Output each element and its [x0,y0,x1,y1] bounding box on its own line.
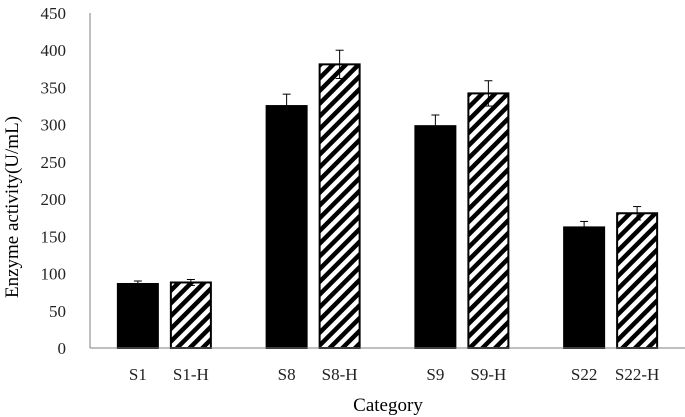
y-tick-label: 200 [41,190,67,209]
x-tick-label: S9 [426,365,444,384]
y-tick-label: 450 [41,4,67,23]
bar-s1-h [169,281,212,349]
x-tick-label: S8-H [322,365,358,384]
y-tick-label: 250 [41,153,67,172]
bar-s22-h [616,212,659,349]
y-tick-label: 0 [58,339,67,358]
y-tick-label: 300 [41,116,67,135]
bars [116,63,659,350]
x-axis-title: Category [353,395,423,416]
x-tick-label: S8 [278,365,296,384]
y-axis-ticks: 0 50 100 150 200 250 300 350 400 450 [41,4,67,358]
x-tick-label: S22 [571,365,597,384]
y-tick-label: 100 [41,265,67,284]
bar-s9-h [467,92,510,350]
y-tick-label: 150 [41,227,67,246]
y-tick-label: 350 [41,78,67,97]
bar-s9 [414,125,457,350]
x-tick-label: S9-H [470,365,506,384]
x-tick-label: S1 [129,365,147,384]
bar-s8-h [318,63,361,349]
x-axis-ticks: S1 S1-H S8 S8-H S9 S9-H S22 S22-H [129,365,659,384]
error-bars [133,49,642,288]
bar-s8 [265,105,308,349]
y-axis-title: Enzyme activity(U/mL) [2,116,23,298]
y-tick-label: 400 [41,41,67,60]
bar-s1 [116,282,159,350]
y-tick-label: 50 [49,302,66,321]
bar-s22 [563,226,606,349]
x-tick-label: S1-H [173,365,209,384]
x-tick-label: S22-H [615,365,659,384]
